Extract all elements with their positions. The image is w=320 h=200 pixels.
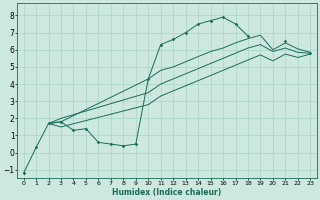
X-axis label: Humidex (Indice chaleur): Humidex (Indice chaleur) xyxy=(112,188,221,197)
